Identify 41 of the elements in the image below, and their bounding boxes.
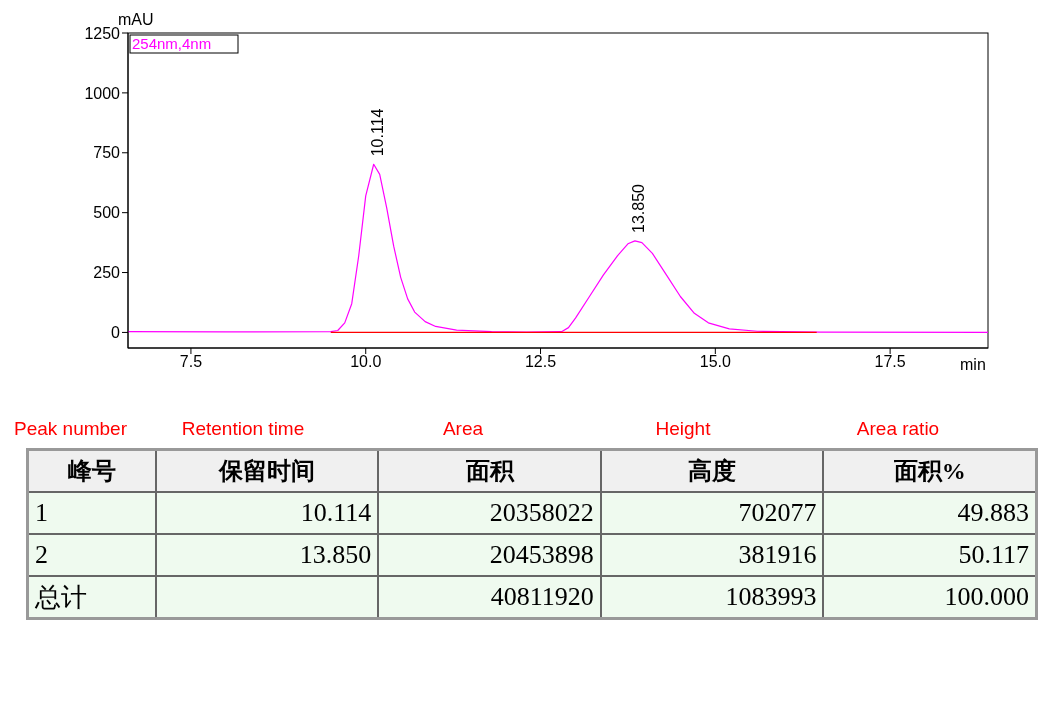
text: 面积 bbox=[378, 449, 601, 492]
text: 20453898 bbox=[378, 534, 601, 576]
annotation: 10.114 bbox=[368, 108, 386, 157]
x-tick-label: 12.5 bbox=[524, 353, 557, 371]
x-tick-label: 17.5 bbox=[874, 353, 906, 371]
text: Peak number bbox=[13, 418, 128, 440]
text: 面积% bbox=[823, 449, 1037, 492]
y-tick-label: 1250 bbox=[84, 24, 121, 42]
text: 13.850 bbox=[155, 534, 379, 576]
y-tick-label: 1000 bbox=[84, 84, 121, 102]
annotation: 13.850 bbox=[630, 183, 648, 233]
text: Height bbox=[654, 418, 712, 440]
y-axis-title: mAU bbox=[118, 11, 154, 28]
x-tick-label: 7.5 bbox=[179, 353, 203, 371]
text: Area bbox=[441, 418, 485, 440]
x-tick-label: 10.0 bbox=[350, 353, 382, 371]
text: 保留时间 bbox=[155, 449, 379, 492]
text: 高度 bbox=[600, 449, 824, 492]
text: Retention time bbox=[180, 418, 306, 440]
text: 总计 bbox=[27, 576, 156, 619]
text: 50.117 bbox=[823, 534, 1037, 576]
y-tick-label: 750 bbox=[93, 144, 121, 162]
y-tick-label: 500 bbox=[93, 204, 121, 222]
text: 1083993 bbox=[600, 576, 824, 619]
text: Area ratio bbox=[855, 418, 941, 440]
text: 100.000 bbox=[823, 576, 1037, 619]
text: 40811920 bbox=[378, 576, 601, 619]
text: 381916 bbox=[600, 534, 824, 576]
x-tick-label: 15.0 bbox=[699, 353, 731, 371]
y-tick-label: 250 bbox=[93, 264, 121, 282]
text: 702077 bbox=[600, 492, 824, 534]
text: 1 bbox=[27, 492, 156, 534]
y-tick-label: 0 bbox=[111, 324, 121, 342]
text: 20358022 bbox=[378, 492, 601, 534]
text: 49.883 bbox=[823, 492, 1037, 534]
text: 峰号 bbox=[27, 449, 156, 492]
text: 10.114 bbox=[155, 492, 379, 534]
annotation: 254nm,4nm bbox=[132, 35, 212, 52]
x-axis-title: min bbox=[960, 356, 986, 373]
text: 2 bbox=[27, 534, 156, 576]
line-series bbox=[128, 163, 988, 334]
